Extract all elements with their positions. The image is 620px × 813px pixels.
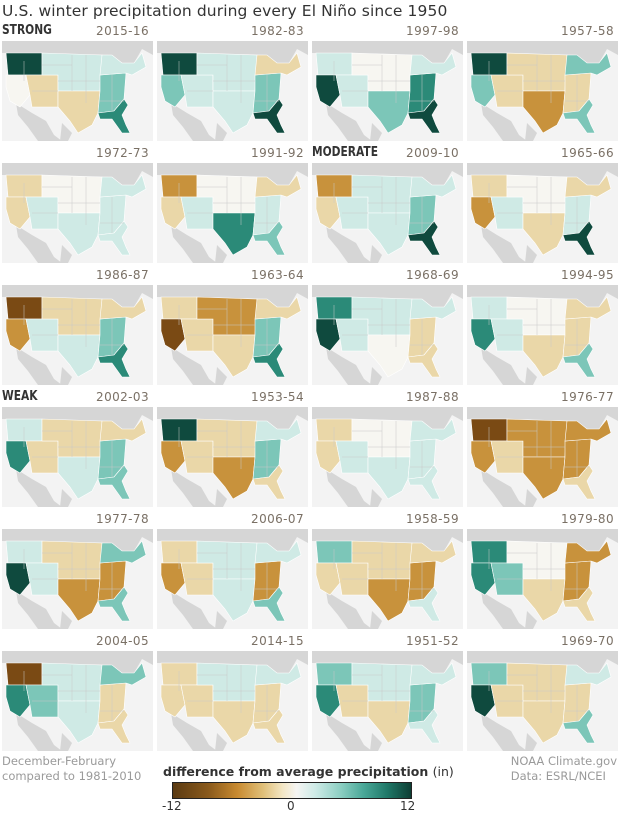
source-note: NOAA Climate.gov Data: ESRL/NCEI (511, 754, 617, 784)
year-label: 1987-88 (406, 390, 459, 404)
legend-unit: (in) (432, 764, 454, 779)
year-label: 1979-80 (561, 512, 614, 526)
us-precipitation-map (312, 407, 463, 507)
us-precipitation-map (157, 163, 308, 263)
us-precipitation-map (157, 529, 308, 629)
year-label: 1991-92 (251, 146, 304, 160)
year-label: 1977-78 (96, 512, 149, 526)
us-precipitation-map (2, 529, 153, 629)
year-label: 1963-64 (251, 268, 304, 282)
map-panel-2004-05: 2004-05 (2, 634, 153, 752)
category-label-moderate: MODERATE (312, 145, 378, 160)
map-panel-2006-07: 2006-07 (157, 512, 308, 630)
us-precipitation-map (467, 529, 618, 629)
map-row: 1977-78 2006-07 (2, 512, 618, 634)
us-precipitation-map (157, 285, 308, 385)
category-label-strong: STRONG (2, 23, 52, 38)
us-precipitation-map (467, 41, 618, 141)
map-panel-2014-15: 2014-15 (157, 634, 308, 752)
us-precipitation-map (157, 41, 308, 141)
map-row: STRONG 2015-16 1982-83 (2, 23, 618, 146)
us-precipitation-map (2, 651, 153, 751)
legend-min-label: -12 (162, 799, 182, 813)
legend-max-label: 12 (400, 799, 416, 813)
year-label: 2002-03 (96, 390, 149, 404)
us-precipitation-map (312, 285, 463, 385)
map-panel-1963-64: 1963-64 (157, 268, 308, 386)
year-label: 2015-16 (96, 24, 149, 38)
source-line-2: Data: ESRL/NCEI (510, 769, 606, 783)
legend-mid-label: 0 (287, 799, 295, 813)
year-label: 1982-83 (251, 24, 304, 38)
us-precipitation-map (157, 407, 308, 507)
map-row: WEAK 2002-03 1953-54 (2, 389, 618, 512)
map-panel-1968-69: 1968-69 (312, 268, 463, 386)
map-panel-1987-88: 1987-88 (312, 390, 463, 508)
us-precipitation-map (2, 285, 153, 385)
map-panel-1951-52: 1951-52 (312, 634, 463, 752)
period-line-2: compared to 1981-2010 (2, 769, 142, 783)
us-precipitation-map (312, 163, 463, 263)
legend-title-text: difference from average precipitation (163, 764, 429, 779)
year-label: 2009-10 (406, 146, 459, 160)
period-line-1: December-February (2, 754, 117, 768)
map-panel-1982-83: 1982-83 (157, 24, 308, 142)
us-precipitation-map (467, 285, 618, 385)
us-precipitation-map (312, 41, 463, 141)
year-label: 1953-54 (251, 390, 304, 404)
category-label-weak: WEAK (2, 389, 38, 404)
year-label: 2004-05 (96, 634, 149, 648)
map-panel-1958-59: 1958-59 (312, 512, 463, 630)
map-panel-1994-95: 1994-95 (467, 268, 618, 386)
year-label: 1972-73 (96, 146, 149, 160)
us-precipitation-map (2, 163, 153, 263)
year-label: 1958-59 (406, 512, 459, 526)
year-label: 1997-98 (406, 24, 459, 38)
us-precipitation-map (157, 651, 308, 751)
us-precipitation-map (467, 651, 618, 751)
map-panel-2009-10: MODERATE 2009-10 (312, 145, 463, 264)
map-panel-2002-03: WEAK 2002-03 (2, 389, 153, 508)
map-panel-1991-92: 1991-92 (157, 146, 308, 264)
map-row: 2004-05 2014-15 (2, 634, 618, 756)
year-label: 1994-95 (561, 268, 614, 282)
legend-title: difference from average precipitation (i… (163, 764, 454, 779)
map-panel-1976-77: 1976-77 (467, 390, 618, 508)
page-title: U.S. winter precipitation during every E… (2, 2, 448, 20)
map-panel-1953-54: 1953-54 (157, 390, 308, 508)
map-panel-2015-16: STRONG 2015-16 (2, 23, 153, 142)
map-panel-1997-98: 1997-98 (312, 24, 463, 142)
map-panel-1969-70: 1969-70 (467, 634, 618, 752)
year-label: 2014-15 (251, 634, 304, 648)
year-label: 1969-70 (561, 634, 614, 648)
year-label: 1976-77 (561, 390, 614, 404)
year-label: 1965-66 (561, 146, 614, 160)
map-panel-1979-80: 1979-80 (467, 512, 618, 630)
year-label: 2006-07 (251, 512, 304, 526)
year-label: 1957-58 (561, 24, 614, 38)
map-row: 1986-87 1963-64 (2, 268, 618, 390)
map-grid: STRONG 2015-16 1982-83 (2, 23, 618, 756)
year-label: 1968-69 (406, 268, 459, 282)
source-line-1: NOAA Climate.gov (510, 754, 617, 768)
period-note: December-February compared to 1981-2010 (2, 754, 141, 784)
us-precipitation-map (467, 163, 618, 263)
us-precipitation-map (312, 651, 463, 751)
legend-color-bar (172, 782, 412, 799)
us-precipitation-map (2, 41, 153, 141)
us-precipitation-map (312, 529, 463, 629)
map-panel-1986-87: 1986-87 (2, 268, 153, 386)
year-label: 1951-52 (406, 634, 459, 648)
map-row: 1972-73 1991-92 (2, 145, 618, 268)
year-label: 1986-87 (96, 268, 149, 282)
map-panel-1957-58: 1957-58 (467, 24, 618, 142)
map-panel-1977-78: 1977-78 (2, 512, 153, 630)
us-precipitation-map (467, 407, 618, 507)
map-panel-1972-73: 1972-73 (2, 146, 153, 264)
us-precipitation-map (2, 407, 153, 507)
map-panel-1965-66: 1965-66 (467, 146, 618, 264)
